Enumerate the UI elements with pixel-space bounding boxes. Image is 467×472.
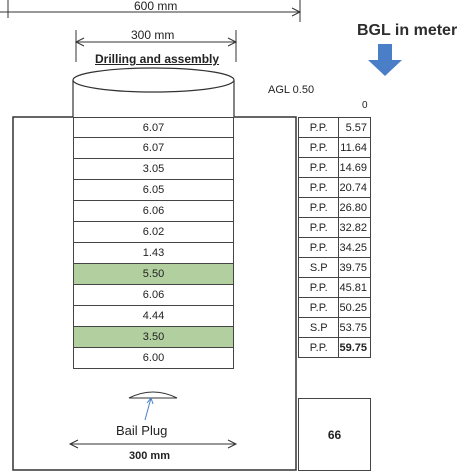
segment-length: 6.07	[142, 121, 165, 134]
depth-value: 34.25	[338, 237, 371, 258]
bgl-start-value: 0	[362, 100, 368, 111]
depth-value: 39.75	[338, 257, 371, 278]
pipe-cylinder-top	[72, 67, 235, 117]
depth-value: 53.75	[338, 317, 371, 338]
screen-pipe-segment: 3.50	[73, 327, 234, 348]
segment-length: 1.43	[142, 247, 165, 259]
pipe-segments: 6.07 6.07 3.05 6.05 6.06 6.02 1.43 5.50 6.06 4.44…	[73, 117, 234, 369]
bail-plug-cap	[128, 391, 178, 399]
plain-pipe-segment: 1.43	[73, 243, 234, 264]
depth-value: 32.82	[338, 217, 371, 238]
plain-pipe-segment: 6.07	[73, 138, 234, 159]
bore-width-label: 300 mm	[131, 28, 175, 42]
table-row: P.P. 50.25	[297, 297, 371, 318]
depth-value: 14.69	[338, 157, 371, 178]
table-row: P.P. 32.82	[297, 217, 371, 238]
bottom-width-label: 300 mm	[129, 450, 170, 462]
segment-length: 3.05	[142, 163, 165, 175]
plain-pipe-segment: 6.05	[73, 180, 234, 201]
plain-pipe-segment: 6.06	[73, 285, 234, 306]
table-row: P.P. 59.75	[297, 337, 371, 358]
bgl-heading: BGL in meter	[357, 22, 458, 39]
table-row: S.P 53.75	[297, 317, 371, 338]
segment-length: 6.06	[142, 205, 165, 217]
pipe-type: P.P.	[297, 157, 340, 178]
table-row: P.P. 45.81	[297, 277, 371, 298]
table-row: P.P. 26.80	[297, 197, 371, 218]
plain-pipe-segment: 6.02	[73, 222, 234, 243]
depth-value: 59.75	[338, 337, 371, 358]
total-depth: 66	[298, 398, 371, 471]
down-arrow-icon	[368, 44, 402, 76]
outer-width-label: 600 mm	[134, 0, 178, 13]
borehole-outline	[12, 116, 297, 471]
depth-value: 20.74	[338, 177, 371, 198]
drilling-assembly-title: Drilling and assembly	[95, 52, 220, 66]
bail-plug-leader	[144, 396, 154, 421]
depth-value: 11.64	[338, 137, 371, 158]
segment-length: 6.00	[142, 352, 165, 364]
pipe-type: S.P	[297, 257, 340, 278]
table-row: S.P 39.75	[297, 257, 371, 278]
outer-width-dimension	[0, 0, 302, 22]
segment-length: 6.07	[142, 142, 165, 154]
pipe-type: P.P.	[297, 177, 340, 198]
segment-length: 6.05	[142, 184, 165, 196]
pipe-type: S.P	[297, 317, 340, 338]
pipe-type: P.P.	[297, 237, 340, 258]
pipe-type: P.P.	[297, 137, 340, 158]
pipe-type: P.P.	[297, 297, 340, 318]
depth-value: 5.57	[338, 117, 371, 138]
agl-label: AGL 0.50	[268, 84, 315, 96]
segment-length: 4.44	[142, 310, 165, 322]
segment-length: 6.06	[142, 289, 165, 301]
segment-length: 6.02	[142, 226, 165, 238]
plain-pipe-segment: 6.07	[73, 117, 234, 138]
screen-pipe-segment: 5.50	[73, 264, 234, 285]
pipe-type: P.P.	[297, 337, 340, 358]
table-row: P.P. 11.64	[297, 137, 371, 158]
pipe-type: P.P.	[297, 117, 340, 138]
table-row: P.P. 20.74	[297, 177, 371, 198]
segment-length: 5.50	[142, 268, 165, 280]
bgl-table: P.P. 5.57 P.P. 11.64 P.P. 14.69 P.P. 20.74 P.P. 2…	[297, 117, 371, 358]
plain-pipe-segment: 6.06	[73, 201, 234, 222]
bore-width-dimension	[74, 30, 238, 62]
plain-pipe-segment: 6.00	[73, 348, 234, 369]
plain-pipe-segment: 4.44	[73, 306, 234, 327]
segment-length: 3.50	[142, 331, 165, 343]
bottom-width-dimension	[68, 439, 238, 449]
pipe-type: P.P.	[297, 217, 340, 238]
depth-value: 26.80	[338, 197, 371, 218]
table-row: P.P. 5.57	[297, 117, 371, 138]
bail-plug-label: Bail Plug	[116, 423, 168, 438]
pipe-type: P.P.	[297, 277, 340, 298]
pipe-type: P.P.	[297, 197, 340, 218]
table-row: P.P. 34.25	[297, 237, 371, 258]
plain-pipe-segment: 3.05	[73, 159, 234, 180]
depth-value: 45.81	[338, 277, 371, 298]
depth-value: 50.25	[338, 297, 371, 318]
table-row: P.P. 14.69	[297, 157, 371, 178]
